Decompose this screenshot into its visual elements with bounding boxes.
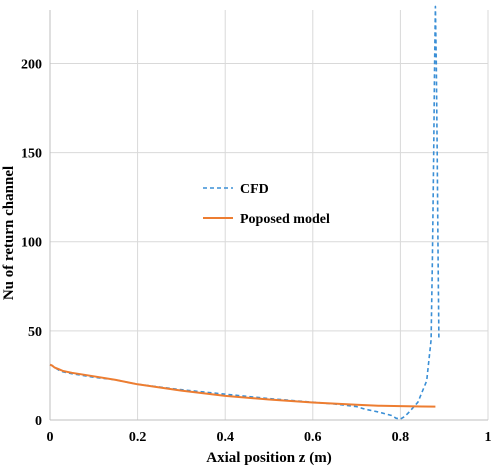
y-axis-title: Nu of return channel: [1, 166, 17, 300]
x-tick-label: 0: [47, 430, 54, 445]
series-group: [49, 5, 440, 420]
tick-labels: 0 0.2 0.4 0.6 0.8 1 0 50 100 150 200: [21, 57, 491, 445]
y-tick-label: 200: [21, 57, 42, 72]
legend-label-cfd: CFD: [240, 182, 269, 197]
grid: [50, 10, 489, 420]
axes: [49, 10, 488, 421]
x-axis-title: Axial position z (m): [206, 450, 331, 466]
x-tick-label: 0.2: [129, 430, 147, 445]
y-tick-label: 150: [21, 147, 42, 162]
y-tick-label: 100: [21, 236, 42, 251]
y-tick-label: 50: [28, 325, 42, 340]
legend: CFD Poposed model: [203, 182, 330, 227]
y-tick-label: 0: [35, 414, 42, 429]
x-tick-label: 0.6: [304, 430, 322, 445]
series-line-proposed-model: [49, 363, 436, 408]
legend-label-proposed-model: Poposed model: [240, 212, 330, 227]
x-tick-label: 0.8: [392, 430, 410, 445]
x-tick-label: 1: [485, 430, 491, 445]
x-tick-label: 0.4: [216, 430, 234, 445]
